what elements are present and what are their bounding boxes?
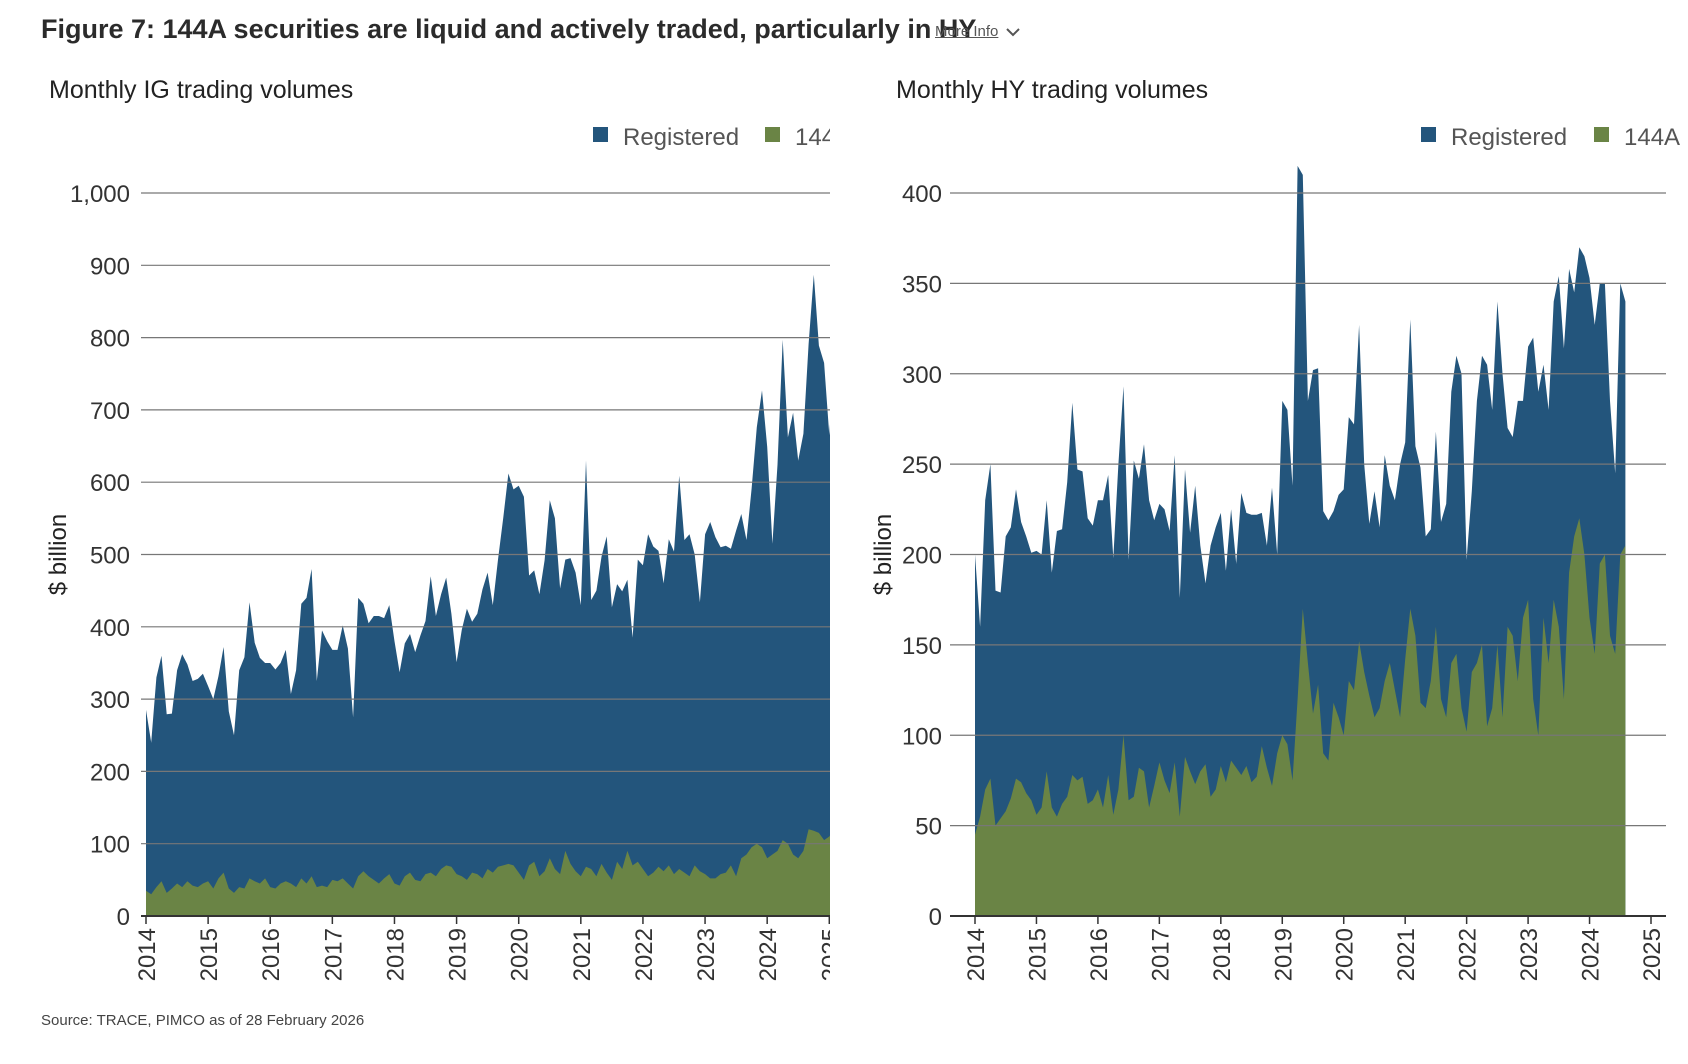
chart-title: Monthly IG trading volumes xyxy=(49,76,353,104)
legend-swatch-144a xyxy=(1594,127,1609,142)
x-tick-label: 2024 xyxy=(755,928,782,981)
x-tick-label: 2022 xyxy=(631,928,658,981)
chart-title: Monthly HY trading volumes xyxy=(896,76,1208,104)
x-tick-label: 2018 xyxy=(382,928,409,981)
x-tick-label: 2017 xyxy=(1147,928,1174,981)
x-tick-label: 2016 xyxy=(258,928,285,981)
x-tick-label: 2024 xyxy=(1578,928,1605,981)
x-tick-label: 2014 xyxy=(963,928,990,981)
y-tick-label: 800 xyxy=(90,326,130,353)
x-tick-label: 2023 xyxy=(693,928,720,981)
y-tick-label: 300 xyxy=(90,687,130,714)
y-tick-label: 100 xyxy=(90,832,130,859)
y-tick-label: 0 xyxy=(929,904,942,931)
more-info-link[interactable]: More Info xyxy=(935,23,1021,40)
x-tick-label: 2021 xyxy=(569,928,596,981)
x-tick-label: 2017 xyxy=(320,928,347,981)
x-tick-label: 2019 xyxy=(1270,928,1297,981)
y-tick-label: 250 xyxy=(902,452,942,479)
y-tick-label: 200 xyxy=(90,759,130,786)
x-tick-label: 2022 xyxy=(1455,928,1482,981)
y-tick-label: 200 xyxy=(902,543,942,570)
legend: Registered 144A xyxy=(1421,124,1680,151)
legend-label-registered: Registered xyxy=(1451,124,1567,151)
y-tick-label: 100 xyxy=(902,723,942,750)
legend-label-144a: 144A xyxy=(1624,124,1680,151)
legend: Registered 144A xyxy=(593,124,830,151)
y-tick-label: 500 xyxy=(90,543,130,570)
figure-title: Figure 7: 144A securities are liquid and… xyxy=(41,14,977,44)
hy-chart: Monthly HY trading volumes Registered 144A… xyxy=(870,76,1680,981)
x-tick-label: 2014 xyxy=(134,928,161,981)
x-tick-label: 2023 xyxy=(1516,928,1543,981)
y-tick-label: 1,000 xyxy=(70,181,130,208)
x-tick-label: 2015 xyxy=(196,928,223,981)
ig-chart: Monthly IG trading volumes Registered 144A… xyxy=(45,76,830,981)
legend-label-144a: 144A xyxy=(795,124,830,151)
x-tick-label: 2015 xyxy=(1024,928,1051,981)
x-tick-label: 2025 xyxy=(817,928,830,981)
x-tick-label: 2020 xyxy=(507,928,534,981)
more-info-label: More Info xyxy=(935,23,999,40)
legend-swatch-144a xyxy=(765,127,780,142)
y-axis-label: $ billion xyxy=(870,514,897,595)
y-tick-label: 900 xyxy=(90,253,130,280)
y-tick-label: 150 xyxy=(902,633,942,660)
144a-area xyxy=(975,518,1626,916)
x-tick-label: 2018 xyxy=(1209,928,1236,981)
legend-swatch-registered xyxy=(1421,127,1436,142)
registered-area xyxy=(146,274,830,916)
x-tick-label: 2020 xyxy=(1332,928,1359,981)
legend-swatch-registered xyxy=(593,127,608,142)
x-tick-label: 2019 xyxy=(445,928,472,981)
y-tick-label: 0 xyxy=(117,904,130,931)
x-tick-label: 2016 xyxy=(1086,928,1113,981)
source-note: Source: TRACE, PIMCO as of 28 February 2… xyxy=(41,1012,365,1029)
chevron-down-icon xyxy=(1006,28,1021,37)
y-tick-label: 300 xyxy=(902,362,942,389)
legend-label-registered: Registered xyxy=(623,124,739,151)
y-tick-label: 700 xyxy=(90,398,130,425)
y-tick-label: 600 xyxy=(90,470,130,497)
x-tick-label: 2021 xyxy=(1393,928,1420,981)
y-tick-label: 350 xyxy=(902,271,942,298)
y-tick-label: 400 xyxy=(902,181,942,208)
x-tick-label: 2025 xyxy=(1639,928,1666,981)
y-axis-label: $ billion xyxy=(45,514,72,595)
144a-area xyxy=(146,829,830,916)
y-tick-label: 400 xyxy=(90,615,130,642)
y-tick-label: 50 xyxy=(915,814,942,841)
